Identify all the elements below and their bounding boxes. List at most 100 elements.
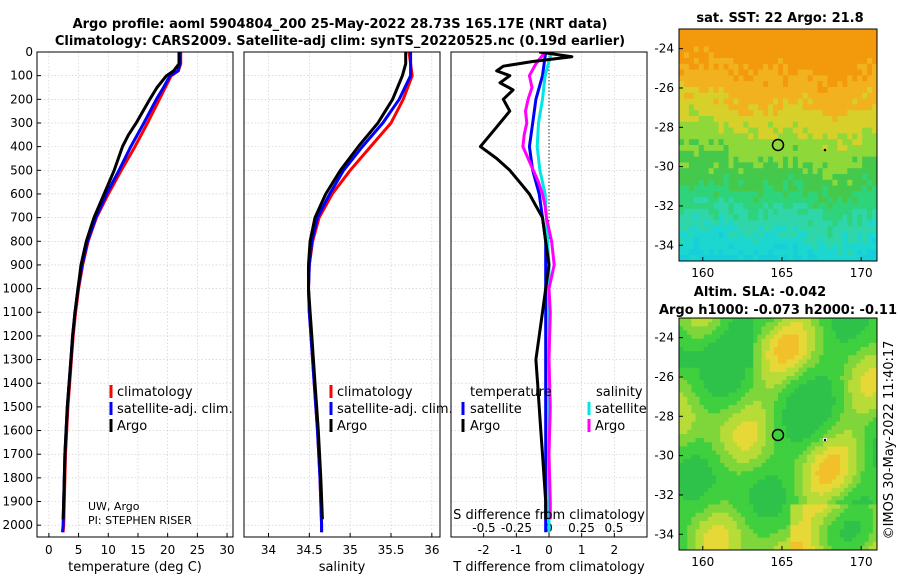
sst-cell bbox=[817, 121, 823, 128]
sst-cell bbox=[792, 52, 799, 59]
sst-cell bbox=[718, 121, 724, 128]
sla-cell bbox=[749, 330, 754, 335]
sst-cell bbox=[797, 75, 804, 82]
sst-cell bbox=[708, 168, 715, 175]
sla-cell bbox=[724, 541, 729, 547]
sla-cell bbox=[765, 405, 771, 410]
sst-cell bbox=[797, 185, 804, 192]
sla-cell bbox=[856, 508, 861, 514]
sst-cell bbox=[728, 174, 734, 181]
sla-cell bbox=[835, 351, 841, 356]
sst-cell bbox=[768, 87, 774, 94]
map-x-tick-label: 165 bbox=[771, 266, 794, 280]
sla-cell bbox=[852, 396, 857, 402]
sla-cell bbox=[679, 508, 684, 514]
sla-cell bbox=[707, 496, 713, 501]
sst-cell bbox=[807, 220, 814, 227]
sla-cell bbox=[728, 487, 734, 493]
sla-cell bbox=[868, 359, 874, 364]
sla-cell bbox=[852, 400, 857, 406]
sst-cell bbox=[778, 197, 784, 204]
sla-cell bbox=[848, 529, 853, 534]
sla-cell bbox=[782, 483, 787, 489]
sla-cell bbox=[707, 363, 713, 369]
sst-cell bbox=[852, 214, 858, 221]
sla-cell bbox=[683, 475, 688, 480]
sst-cell bbox=[693, 58, 700, 65]
legend-title-temperature: temperature bbox=[470, 385, 552, 400]
sla-cell bbox=[815, 533, 820, 538]
sst-cell bbox=[822, 174, 828, 181]
sla-cell bbox=[827, 384, 833, 389]
sla-cell bbox=[691, 512, 696, 518]
sla-cell bbox=[699, 392, 705, 398]
sst-map-panel: sat. SST: 22 Argo: 21.8 160 165 170-24-26-… bbox=[654, 11, 878, 280]
sst-cell bbox=[743, 156, 749, 163]
sla-cell bbox=[852, 541, 857, 547]
sla-cell bbox=[835, 396, 841, 402]
sla-cell bbox=[707, 342, 713, 348]
sla-cell bbox=[745, 454, 750, 460]
sla-cell bbox=[712, 533, 717, 538]
sla-cell bbox=[716, 512, 721, 518]
sla-cell bbox=[707, 479, 713, 485]
t-difference-x-axis: -2 -1 0 1 2 bbox=[478, 533, 618, 557]
sla-cell bbox=[790, 392, 795, 398]
sst-cell bbox=[862, 249, 868, 256]
sla-cell bbox=[728, 425, 734, 431]
sla-cell bbox=[773, 475, 779, 480]
sla-cell bbox=[839, 405, 845, 410]
sst-cell bbox=[738, 243, 744, 250]
sla-cell bbox=[856, 516, 861, 522]
sla-cell bbox=[806, 388, 812, 393]
sla-cell bbox=[691, 425, 696, 431]
sla-cell bbox=[769, 458, 775, 464]
sst-cell bbox=[763, 81, 769, 88]
sla-cell bbox=[835, 442, 841, 447]
sst-cell bbox=[842, 29, 848, 36]
sst-cell bbox=[778, 249, 784, 256]
sla-cell bbox=[740, 367, 746, 373]
sla-cell bbox=[695, 326, 701, 331]
sla-cell bbox=[745, 496, 750, 501]
sla-cell bbox=[844, 454, 849, 460]
sst-cell bbox=[743, 226, 749, 233]
sst-cell bbox=[743, 104, 749, 111]
sst-cell bbox=[773, 255, 779, 262]
sla-cell bbox=[823, 326, 828, 331]
sla-cell bbox=[707, 376, 713, 381]
sla-cell bbox=[683, 500, 688, 505]
sla-cell bbox=[778, 338, 783, 344]
sla-cell bbox=[687, 413, 692, 418]
sla-cell bbox=[802, 492, 808, 497]
sla-cell bbox=[699, 384, 705, 389]
sst-cell bbox=[713, 104, 719, 111]
sla-cell bbox=[790, 458, 795, 464]
sla-cell bbox=[864, 516, 870, 522]
sst-cell bbox=[728, 162, 734, 169]
sla-cell bbox=[860, 454, 866, 460]
sla-cell bbox=[806, 529, 812, 534]
sla-cell bbox=[827, 442, 833, 447]
sla-cell bbox=[819, 508, 824, 514]
sst-cell bbox=[758, 133, 764, 140]
sla-cell bbox=[848, 487, 853, 493]
sla-cell bbox=[724, 487, 729, 493]
sla-cell bbox=[707, 516, 713, 522]
sla-cell bbox=[819, 334, 824, 340]
sst-cell bbox=[817, 168, 823, 175]
sla-cell bbox=[679, 388, 684, 393]
sla-cell bbox=[736, 479, 742, 485]
sst-cell bbox=[857, 145, 863, 152]
sla-cell bbox=[724, 516, 729, 522]
sla-cell bbox=[769, 334, 775, 340]
sla-cell bbox=[827, 392, 833, 398]
sst-cell bbox=[832, 46, 838, 53]
sst-cell bbox=[812, 121, 818, 128]
sla-cell bbox=[761, 525, 767, 530]
sla-cell bbox=[769, 355, 775, 360]
sla-cell bbox=[827, 458, 833, 464]
sla-cell bbox=[778, 450, 783, 456]
sst-cell bbox=[782, 214, 789, 221]
sst-cell bbox=[758, 214, 764, 221]
